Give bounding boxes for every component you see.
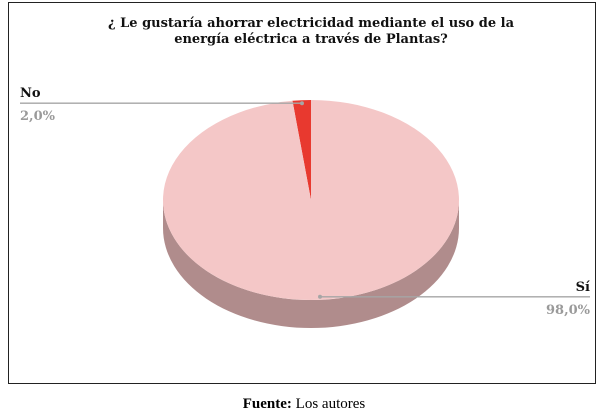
value-label: 98,0% (546, 303, 591, 318)
caption: Fuente: Los autores (0, 396, 608, 413)
chart-frame (8, 2, 596, 384)
chart-title: energía eléctrica a través de Plantas? (174, 32, 448, 47)
category-label: Sí (576, 280, 590, 295)
pie-side (163, 200, 459, 328)
caption-label: Fuente: (242, 396, 292, 412)
chart: ¿ Le gustaría ahorrar electricidad media… (20, 16, 591, 328)
leader-dot (318, 294, 323, 299)
pie-slice (292, 100, 311, 200)
chart-title: ¿ Le gustaría ahorrar electricidad media… (108, 16, 515, 31)
pie-slice (162, 100, 459, 300)
value-label: 2,0% (20, 109, 56, 124)
leader-dot (299, 101, 304, 106)
caption-text: Los autores (295, 396, 366, 412)
category-label: No (20, 86, 41, 101)
